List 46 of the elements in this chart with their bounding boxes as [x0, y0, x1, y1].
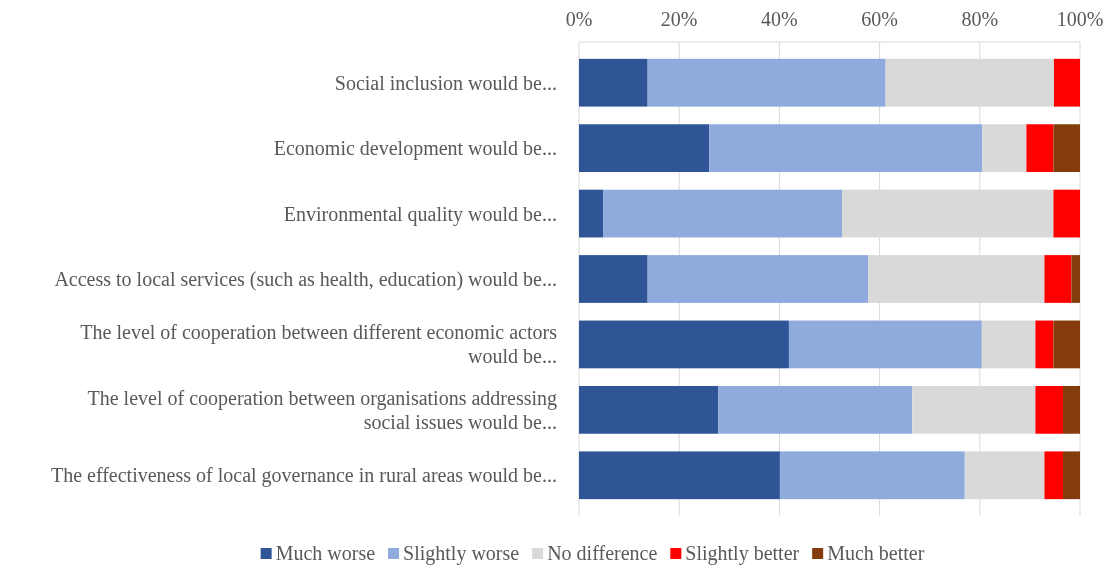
bar	[709, 124, 983, 173]
bar	[647, 58, 886, 107]
bar	[1062, 451, 1080, 500]
bar	[1071, 255, 1080, 303]
bar	[1044, 255, 1072, 303]
legend-label: No difference	[547, 542, 658, 564]
x-tick-label: 60%	[861, 8, 898, 30]
bar	[1062, 385, 1080, 434]
bar	[647, 255, 869, 303]
bar	[981, 320, 1036, 369]
bar	[579, 124, 710, 173]
bar	[579, 255, 648, 303]
x-tick-label: 20%	[660, 8, 698, 30]
bar	[1044, 451, 1063, 500]
y-tick-label: The level of cooperation between organisations addressing social issues would be...	[87, 386, 557, 433]
bar	[1053, 124, 1080, 173]
x-tick-label: 80%	[961, 8, 999, 30]
bar	[982, 124, 1027, 173]
bar	[1035, 385, 1063, 434]
legend-label: Much better	[827, 542, 925, 564]
bar	[1053, 189, 1080, 238]
y-tick-label: Social inclusion would be...	[334, 71, 557, 94]
x-tick-label: 0%	[565, 8, 593, 30]
bar	[603, 189, 843, 238]
bar	[1026, 124, 1054, 173]
y-tick-label: Access to local services (such as health, education) would be...	[54, 268, 557, 291]
bar	[779, 451, 965, 500]
bar	[579, 385, 719, 434]
bar	[1053, 320, 1080, 369]
y-tick-label: The effectiveness of local governance in rural areas would be...	[50, 464, 557, 488]
bar	[788, 320, 982, 369]
x-tick-label: 100%	[1056, 8, 1104, 30]
bar	[718, 385, 913, 434]
bar	[1035, 320, 1054, 369]
y-tick-label: The level of cooperation between different economic actors would be...	[80, 321, 558, 368]
legend-label: Much worse	[275, 542, 376, 564]
bar	[579, 189, 604, 238]
bar	[579, 451, 780, 500]
y-tick-label: Environmental quality would be...	[283, 202, 557, 226]
bar	[579, 320, 789, 369]
bar	[579, 58, 648, 107]
x-tick-label: 40%	[761, 8, 798, 30]
legend-label: Slightly worse	[403, 542, 520, 565]
legend-label: Slightly better	[685, 542, 800, 565]
bar	[1053, 58, 1080, 107]
y-tick-label: Economic development would be...	[273, 137, 557, 161]
